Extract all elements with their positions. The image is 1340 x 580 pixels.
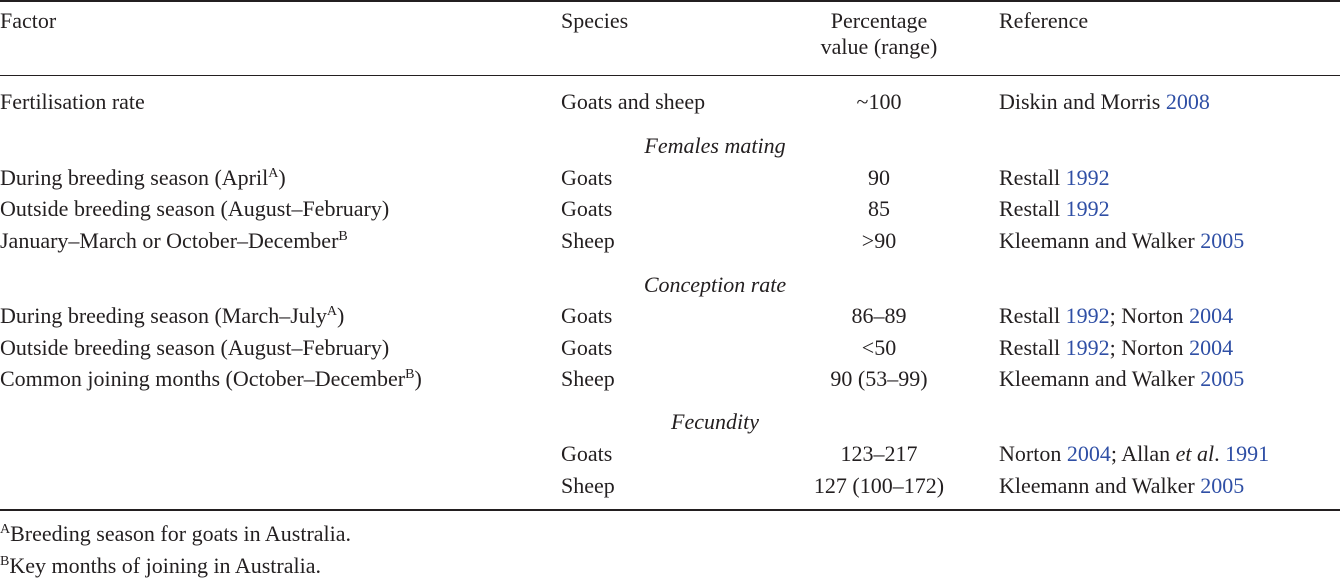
- row-species: Goats: [561, 165, 613, 190]
- ref-year-link[interactable]: 2008: [1165, 89, 1210, 114]
- row-factor: During breeding season (March–JulyA): [0, 303, 345, 328]
- header-percentage-line1: Percentage: [830, 8, 928, 33]
- footnote-text: Breeding season for goats in Australia.: [10, 521, 352, 546]
- section-heading-females-mating: Females mating: [644, 133, 786, 158]
- ref-year-link[interactable]: 2004: [1189, 335, 1234, 360]
- row-reference: Kleemann and Walker 2005: [999, 228, 1245, 253]
- row-species: Goats: [561, 303, 613, 328]
- ref-year-link[interactable]: 1992: [1065, 165, 1110, 190]
- footnote: BKey months of joining in Australia.: [0, 553, 321, 579]
- row-factor: Outside breeding season (August–February…: [0, 196, 390, 221]
- ref-year-link[interactable]: 1991: [1225, 441, 1270, 466]
- section-heading-conception-rate: Conception rate: [643, 272, 787, 297]
- footnote-mark: A: [0, 522, 11, 537]
- row-species: Sheep: [561, 366, 615, 391]
- header-percentage-line2: value (range): [820, 34, 938, 59]
- row-value: 90: [868, 165, 890, 190]
- table-top-rule: [0, 0, 1340, 2]
- ref-year-link[interactable]: 2004: [1189, 303, 1234, 328]
- row-factor: Fertilisation rate: [0, 89, 145, 114]
- footnote-mark: B: [0, 554, 10, 569]
- row-reference: Restall 1992: [999, 196, 1110, 221]
- row-value: 90 (53–99): [830, 366, 928, 391]
- row-reference: Kleemann and Walker 2005: [999, 366, 1245, 391]
- footnote-mark: B: [338, 229, 348, 244]
- footnote-mark: B: [405, 367, 415, 382]
- table-bottom-rule: [0, 509, 1340, 511]
- row-reference: Diskin and Morris 2008: [999, 89, 1210, 115]
- ref-year-link[interactable]: 1992: [1065, 196, 1110, 221]
- row-species: Goats: [561, 196, 613, 221]
- header-rule: [0, 75, 1340, 76]
- row-value: ~100: [856, 89, 902, 114]
- row-value: 127 (100–172): [813, 473, 945, 498]
- ref-year-link[interactable]: 2005: [1200, 366, 1245, 391]
- row-factor: January–March or October–DecemberB: [0, 228, 348, 253]
- ref-author: Diskin and Morris: [999, 89, 1166, 114]
- footnote: ABreeding season for goats in Australia.: [0, 521, 351, 547]
- ref-year-link[interactable]: 1992: [1065, 303, 1110, 328]
- header-factor: Factor: [0, 8, 57, 33]
- header-percentage: Percentage value (range): [765, 8, 993, 60]
- row-species: Goats: [561, 441, 613, 466]
- header-species: Species: [561, 8, 629, 33]
- ref-year-link[interactable]: 2004: [1066, 441, 1111, 466]
- row-factor: During breeding season (AprilA): [0, 165, 286, 190]
- row-reference: Restall 1992; Norton 2004: [999, 335, 1234, 360]
- row-species: Sheep: [561, 228, 615, 253]
- row-value: 86–89: [851, 303, 907, 328]
- row-value: >90: [861, 228, 897, 253]
- footnote-text: Key months of joining in Australia.: [9, 553, 321, 578]
- ref-year-link[interactable]: 2005: [1200, 473, 1245, 498]
- row-species: Goats and sheep: [561, 89, 706, 114]
- row-species: Goats: [561, 335, 613, 360]
- footnote-mark: A: [268, 166, 279, 181]
- row-factor: Common joining months (October–DecemberB…: [0, 366, 422, 391]
- row-species: Sheep: [561, 473, 615, 498]
- ref-year-link[interactable]: 2005: [1200, 228, 1245, 253]
- row-reference: Norton 2004; Allan et al. 1991: [999, 441, 1270, 466]
- row-reference: Restall 1992: [999, 165, 1110, 190]
- row-reference: Kleemann and Walker 2005: [999, 473, 1245, 498]
- row-factor: Outside breeding season (August–February…: [0, 335, 390, 360]
- footnote-mark: A: [326, 304, 337, 319]
- row-reference: Restall 1992; Norton 2004: [999, 303, 1234, 328]
- ref-year-link[interactable]: 1992: [1065, 335, 1110, 360]
- header-reference: Reference: [999, 8, 1089, 33]
- row-value: 85: [868, 196, 890, 221]
- row-value: <50: [861, 335, 897, 360]
- row-value: 123–217: [840, 441, 918, 466]
- section-heading-fecundity: Fecundity: [671, 409, 759, 434]
